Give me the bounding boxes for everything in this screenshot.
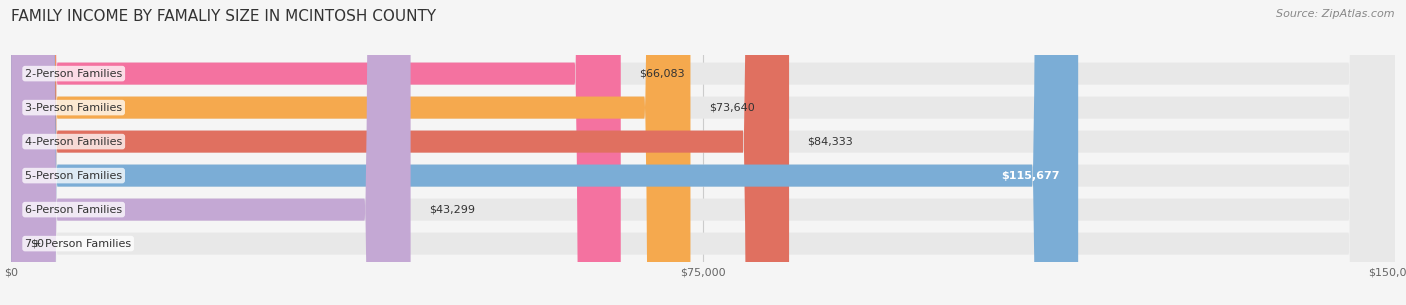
FancyBboxPatch shape xyxy=(11,0,789,305)
FancyBboxPatch shape xyxy=(11,0,411,305)
Text: 7+ Person Families: 7+ Person Families xyxy=(25,239,131,249)
FancyBboxPatch shape xyxy=(11,0,1078,305)
FancyBboxPatch shape xyxy=(11,0,1395,305)
Text: 5-Person Families: 5-Person Families xyxy=(25,170,122,181)
FancyBboxPatch shape xyxy=(11,0,1395,305)
Text: $66,083: $66,083 xyxy=(640,69,685,79)
Text: 4-Person Families: 4-Person Families xyxy=(25,137,122,147)
Text: Source: ZipAtlas.com: Source: ZipAtlas.com xyxy=(1277,9,1395,19)
FancyBboxPatch shape xyxy=(11,0,1395,305)
Text: $0: $0 xyxy=(30,239,44,249)
FancyBboxPatch shape xyxy=(11,0,1395,305)
FancyBboxPatch shape xyxy=(11,0,1395,305)
Text: $115,677: $115,677 xyxy=(1001,170,1060,181)
Text: 3-Person Families: 3-Person Families xyxy=(25,102,122,113)
Text: 2-Person Families: 2-Person Families xyxy=(25,69,122,79)
FancyBboxPatch shape xyxy=(11,0,621,305)
FancyBboxPatch shape xyxy=(11,0,1395,305)
FancyBboxPatch shape xyxy=(11,0,690,305)
Text: FAMILY INCOME BY FAMALIY SIZE IN MCINTOSH COUNTY: FAMILY INCOME BY FAMALIY SIZE IN MCINTOS… xyxy=(11,9,436,24)
Text: $84,333: $84,333 xyxy=(807,137,853,147)
Text: 6-Person Families: 6-Person Families xyxy=(25,205,122,215)
Text: $43,299: $43,299 xyxy=(429,205,475,215)
Text: $73,640: $73,640 xyxy=(709,102,755,113)
